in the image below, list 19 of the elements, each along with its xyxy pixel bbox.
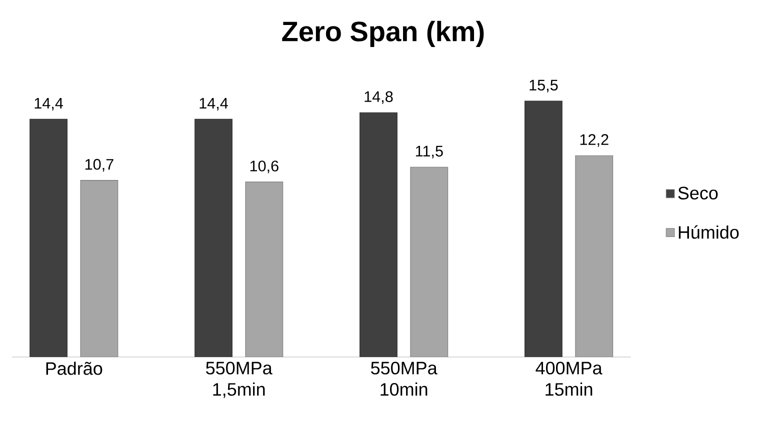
data-label: 10,6 bbox=[250, 160, 278, 174]
bar bbox=[30, 118, 68, 357]
data-label: 11,5 bbox=[416, 146, 443, 158]
x-tick-label: 550MPa 1,5min bbox=[206, 362, 272, 398]
data-label: 15,5 bbox=[530, 80, 558, 92]
bar bbox=[524, 100, 562, 357]
legend-label: Seco bbox=[678, 186, 718, 200]
bar bbox=[194, 118, 232, 357]
chart-title: Zero Span (km) bbox=[282, 20, 484, 47]
data-label: 14,4 bbox=[200, 98, 228, 110]
bar bbox=[360, 112, 398, 357]
x-tick-label: 550MPa 10min bbox=[371, 362, 438, 396]
x-tick-label: Padrão bbox=[46, 362, 102, 375]
data-label: 14,8 bbox=[364, 91, 393, 104]
data-label: 12,2 bbox=[580, 134, 608, 147]
data-label: 14,4 bbox=[34, 98, 64, 110]
data-label: 10,7 bbox=[85, 158, 114, 172]
x-tick-label: 400MPa 15min bbox=[536, 362, 602, 396]
legend-label: Húmido bbox=[678, 225, 739, 239]
